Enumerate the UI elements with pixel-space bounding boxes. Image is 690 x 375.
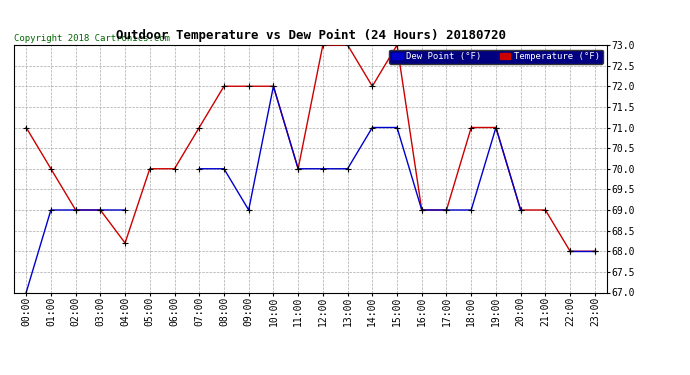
Title: Outdoor Temperature vs Dew Point (24 Hours) 20180720: Outdoor Temperature vs Dew Point (24 Hou… <box>115 29 506 42</box>
Text: Copyright 2018 Cartronics.com: Copyright 2018 Cartronics.com <box>14 33 170 42</box>
Legend: Dew Point (°F), Temperature (°F): Dew Point (°F), Temperature (°F) <box>389 50 602 64</box>
